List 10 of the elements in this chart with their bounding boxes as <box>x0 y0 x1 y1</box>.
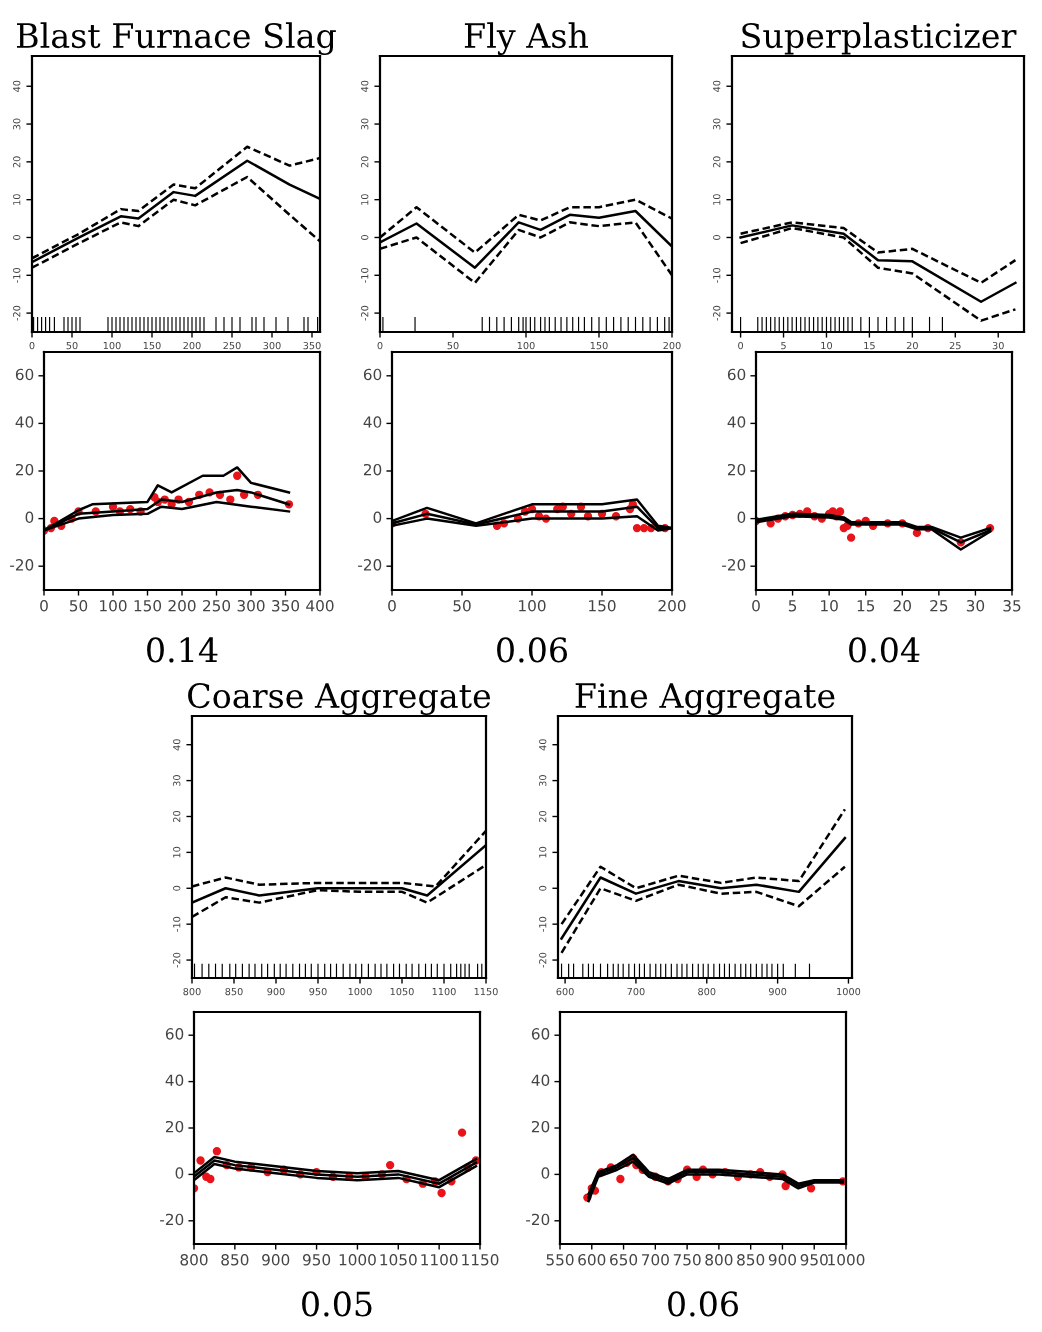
x-axis-title: 0.06 <box>668 1291 739 1317</box>
chart-title: Fine Aggregate <box>575 683 835 716</box>
chart-title: Superplasticizer <box>742 22 1017 55</box>
chart-title: Blast Furnace Slag <box>16 22 336 56</box>
x-axis-title: 0.06 <box>497 637 568 663</box>
x-axis-title: 0.04 <box>849 637 920 663</box>
chart-title: Coarse Aggregate <box>188 682 491 716</box>
x-axis-title: 0.14 <box>147 637 218 663</box>
x-axis-title: 0.05 <box>302 1291 372 1317</box>
chart-title: Fly Ash <box>464 22 588 56</box>
